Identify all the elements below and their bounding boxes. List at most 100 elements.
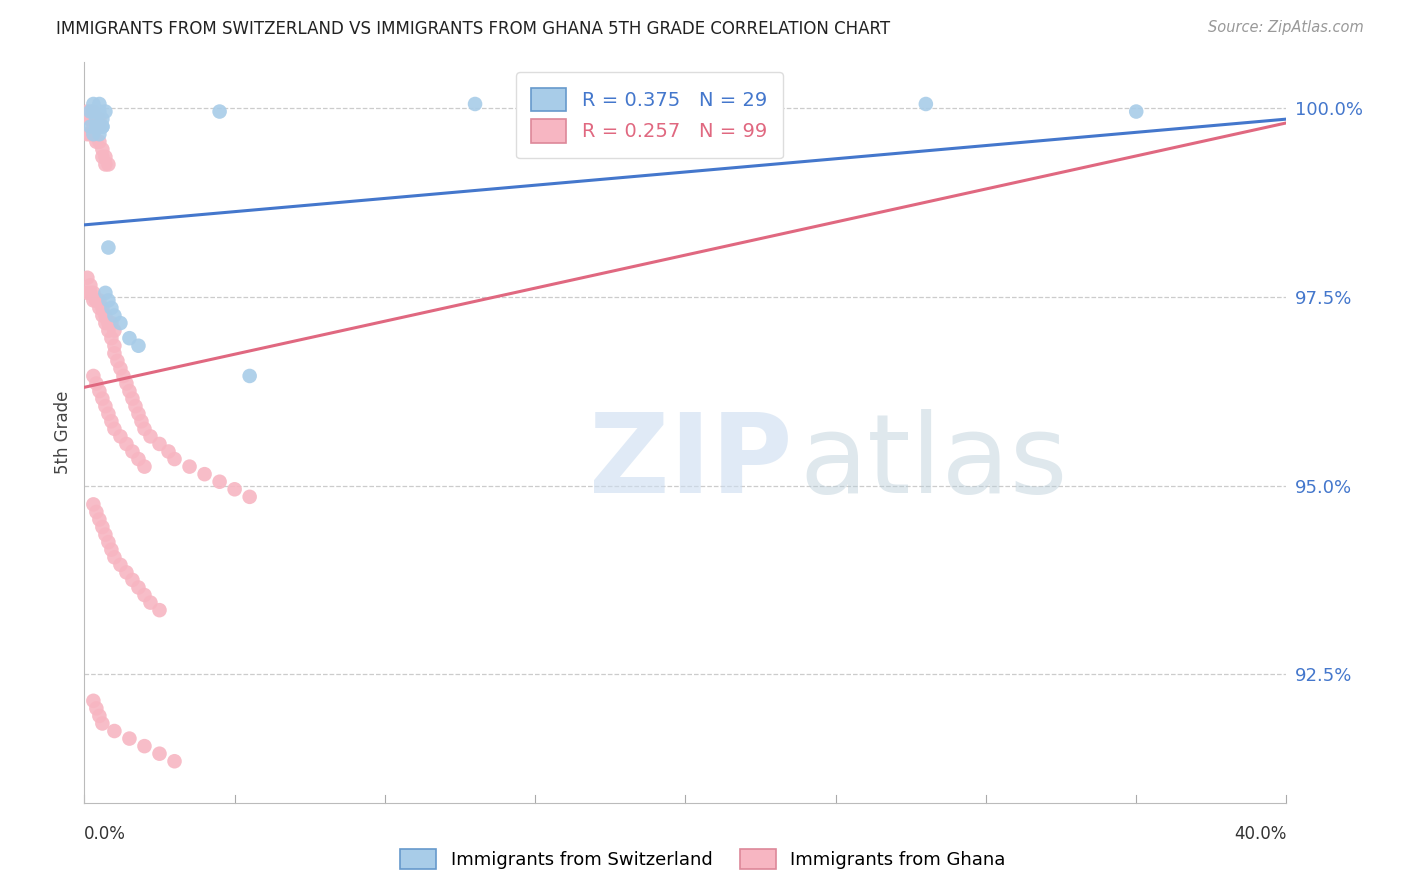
Point bbox=[94, 285, 117, 300]
Point bbox=[97, 316, 120, 330]
Point bbox=[103, 324, 125, 338]
Point bbox=[79, 112, 101, 127]
Text: atlas: atlas bbox=[800, 409, 1069, 516]
Point bbox=[86, 120, 108, 134]
Point bbox=[86, 376, 108, 391]
Point bbox=[134, 588, 156, 602]
Point bbox=[97, 240, 120, 254]
Point bbox=[82, 112, 104, 127]
Point bbox=[89, 97, 111, 112]
Point bbox=[121, 573, 143, 587]
Point bbox=[86, 135, 108, 149]
Point bbox=[79, 127, 101, 141]
Point bbox=[82, 112, 104, 127]
Point bbox=[100, 331, 122, 345]
Point bbox=[79, 104, 101, 119]
Point bbox=[94, 309, 117, 323]
Point bbox=[224, 483, 246, 497]
Point bbox=[124, 399, 146, 413]
Point bbox=[82, 497, 104, 511]
Point bbox=[148, 747, 170, 761]
Point bbox=[194, 467, 217, 482]
Point bbox=[110, 316, 132, 330]
Point bbox=[89, 709, 111, 723]
Point bbox=[118, 331, 141, 345]
Text: IMMIGRANTS FROM SWITZERLAND VS IMMIGRANTS FROM GHANA 5TH GRADE CORRELATION CHART: IMMIGRANTS FROM SWITZERLAND VS IMMIGRANT… bbox=[56, 20, 890, 37]
Point bbox=[79, 120, 101, 134]
Point bbox=[100, 316, 122, 330]
Point bbox=[163, 452, 186, 467]
Point bbox=[121, 444, 143, 458]
Point bbox=[239, 490, 262, 504]
Point bbox=[82, 293, 104, 308]
Point bbox=[208, 475, 231, 489]
Point bbox=[163, 754, 186, 768]
Point bbox=[100, 414, 122, 428]
Point bbox=[91, 142, 114, 156]
Point bbox=[82, 120, 104, 134]
Point bbox=[97, 535, 120, 549]
Point bbox=[89, 104, 111, 119]
Point bbox=[91, 392, 114, 406]
Legend: Immigrants from Switzerland, Immigrants from Ghana: Immigrants from Switzerland, Immigrants … bbox=[391, 839, 1015, 879]
Point bbox=[1125, 104, 1147, 119]
Point bbox=[91, 112, 114, 127]
Point bbox=[97, 293, 120, 308]
Point bbox=[79, 112, 101, 127]
Point bbox=[91, 150, 114, 164]
Point bbox=[86, 505, 108, 519]
Point bbox=[97, 324, 120, 338]
Point bbox=[91, 520, 114, 534]
Point bbox=[148, 603, 170, 617]
Point bbox=[675, 104, 697, 119]
Point bbox=[94, 399, 117, 413]
Point bbox=[112, 368, 135, 383]
Point bbox=[103, 422, 125, 436]
Point bbox=[86, 112, 108, 127]
Point bbox=[89, 301, 111, 315]
Point bbox=[127, 581, 149, 595]
Point bbox=[121, 392, 143, 406]
Point bbox=[115, 376, 138, 391]
Point bbox=[91, 716, 114, 731]
Point bbox=[110, 429, 132, 443]
Point bbox=[103, 724, 125, 739]
Point bbox=[179, 459, 201, 474]
Point bbox=[89, 127, 111, 141]
Point bbox=[148, 437, 170, 451]
Point bbox=[107, 354, 129, 368]
Point bbox=[86, 293, 108, 308]
Point bbox=[94, 104, 117, 119]
Point bbox=[97, 157, 120, 171]
Point bbox=[89, 384, 111, 398]
Point bbox=[79, 278, 101, 293]
Point bbox=[79, 285, 101, 300]
Text: 0.0%: 0.0% bbox=[84, 825, 127, 844]
Point bbox=[89, 293, 111, 308]
Point bbox=[134, 422, 156, 436]
Point bbox=[91, 120, 114, 134]
Point bbox=[118, 384, 141, 398]
Point bbox=[100, 301, 122, 315]
Point bbox=[76, 270, 98, 285]
Point bbox=[91, 301, 114, 315]
Point bbox=[139, 596, 162, 610]
Point bbox=[91, 120, 114, 134]
Point bbox=[464, 97, 486, 112]
Point bbox=[82, 127, 104, 141]
Point bbox=[89, 120, 111, 134]
Point bbox=[82, 104, 104, 119]
Point bbox=[86, 701, 108, 715]
Point bbox=[100, 542, 122, 557]
Point bbox=[82, 127, 104, 141]
Point bbox=[94, 316, 117, 330]
Point bbox=[89, 135, 111, 149]
Point bbox=[94, 150, 117, 164]
Point bbox=[82, 104, 104, 119]
Point bbox=[94, 527, 117, 541]
Legend: R = 0.375   N = 29, R = 0.257   N = 99: R = 0.375 N = 29, R = 0.257 N = 99 bbox=[516, 72, 783, 159]
Point bbox=[118, 731, 141, 746]
Point bbox=[91, 309, 114, 323]
Point bbox=[103, 309, 125, 323]
Point bbox=[76, 285, 98, 300]
